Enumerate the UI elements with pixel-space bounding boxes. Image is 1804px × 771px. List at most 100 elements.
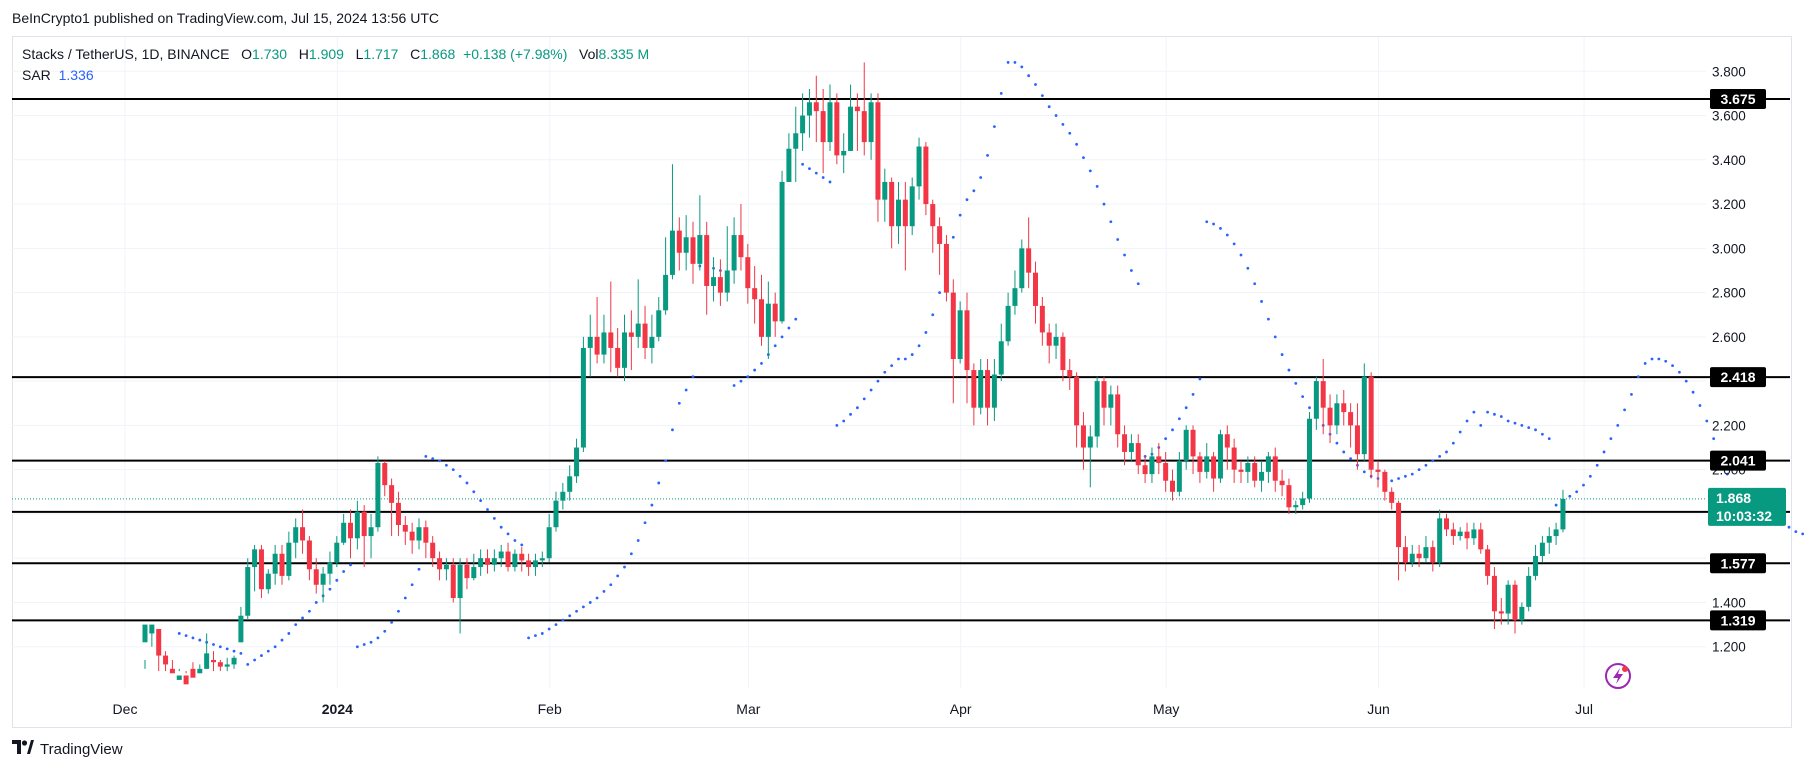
candle xyxy=(252,544,258,592)
candle xyxy=(724,226,730,302)
tradingview-logo-icon xyxy=(12,740,34,759)
price-tick-label: 2.600 xyxy=(1712,330,1746,345)
sar-dot xyxy=(1595,463,1599,467)
candle-body xyxy=(1533,555,1539,576)
sar-dot xyxy=(657,481,661,485)
candle-body xyxy=(923,146,929,205)
candle-body xyxy=(930,204,936,227)
candle-body xyxy=(539,558,545,561)
level-price-tag: 3.675 xyxy=(1710,88,1766,109)
candle-body xyxy=(704,235,710,286)
candle-body xyxy=(841,150,847,156)
candle-body xyxy=(1204,456,1210,472)
sar-dot xyxy=(520,543,524,547)
sar-dot xyxy=(1404,474,1407,478)
sar-dot xyxy=(1088,169,1092,173)
candle xyxy=(1485,544,1491,585)
candle xyxy=(704,221,710,315)
candle-body xyxy=(1217,434,1223,479)
candle xyxy=(765,281,771,359)
sar-dot xyxy=(246,663,250,666)
candle-body xyxy=(991,374,997,408)
candle xyxy=(649,314,655,364)
candle-body xyxy=(690,237,696,264)
candle xyxy=(176,668,182,680)
candle-body xyxy=(485,558,490,565)
price-tick-label: 3.600 xyxy=(1712,109,1746,124)
sar-row: SAR 1.336 xyxy=(22,65,649,86)
candle-body xyxy=(854,106,860,112)
footer-brand[interactable]: TradingView xyxy=(12,740,123,759)
lightning-icon[interactable] xyxy=(1605,663,1631,689)
candle-body xyxy=(1334,403,1340,426)
sar-dot xyxy=(280,638,284,642)
candle xyxy=(1539,536,1545,563)
symbol-label[interactable]: Stacks / TetherUS, 1D, BINANCE xyxy=(22,46,230,62)
candle-body xyxy=(190,668,196,678)
last-price-text: 1.868 xyxy=(1716,490,1751,506)
candle xyxy=(334,536,340,568)
candle xyxy=(1478,522,1484,554)
sar-dot xyxy=(1232,242,1236,246)
candle xyxy=(1087,425,1093,488)
sar-dot xyxy=(1588,474,1592,478)
sar-dot xyxy=(355,645,359,649)
candle xyxy=(1327,394,1333,444)
candle-body xyxy=(937,226,943,244)
candle xyxy=(854,93,860,151)
candle xyxy=(485,549,490,574)
sar-dot xyxy=(1671,364,1674,368)
sar-dot xyxy=(1082,156,1085,159)
candle-body xyxy=(176,675,182,680)
candle xyxy=(1368,372,1374,479)
candle xyxy=(368,513,374,559)
sar-dot xyxy=(1362,470,1366,474)
candle-body xyxy=(1498,611,1504,614)
candle xyxy=(409,522,415,554)
candle-body xyxy=(1402,547,1408,563)
candle-body xyxy=(909,186,915,227)
candle xyxy=(1026,217,1032,289)
candle-body xyxy=(1444,518,1449,530)
sar-dot xyxy=(1465,419,1469,423)
candle xyxy=(1115,385,1121,448)
candle xyxy=(806,88,812,138)
sar-dot xyxy=(739,379,743,383)
candle-body xyxy=(197,668,203,674)
sar-dot xyxy=(856,406,859,410)
candle xyxy=(231,655,237,669)
candle-body xyxy=(1067,370,1073,377)
candle xyxy=(820,88,826,174)
candle-body xyxy=(1293,505,1299,508)
candle xyxy=(265,569,271,594)
candle-body xyxy=(519,553,525,561)
candle xyxy=(909,177,915,236)
candle-body xyxy=(546,527,552,559)
sar-label[interactable]: SAR xyxy=(22,67,51,83)
candle xyxy=(1128,434,1134,461)
sar-dot xyxy=(849,412,852,416)
sar-dot xyxy=(1472,410,1476,414)
candle-body xyxy=(1464,531,1470,539)
candle-body xyxy=(1368,376,1374,470)
candle xyxy=(1190,425,1196,475)
candle-body xyxy=(300,527,306,541)
candle xyxy=(286,531,292,581)
candle xyxy=(354,500,360,550)
candle-body xyxy=(1272,456,1278,481)
candle-body xyxy=(1375,469,1381,472)
sar-dot xyxy=(458,474,462,478)
sar-dot xyxy=(1513,421,1517,425)
sar-dot xyxy=(842,419,846,423)
candle-body xyxy=(142,624,148,643)
candle xyxy=(395,491,401,537)
candle xyxy=(1156,443,1162,475)
candle xyxy=(752,266,758,324)
price-tick-label: 2.800 xyxy=(1712,286,1746,301)
sar-dot xyxy=(903,357,907,361)
parabolic-sar-series xyxy=(177,61,1804,666)
candle xyxy=(663,237,669,315)
candle xyxy=(1279,469,1285,497)
sar-dot xyxy=(465,481,469,485)
